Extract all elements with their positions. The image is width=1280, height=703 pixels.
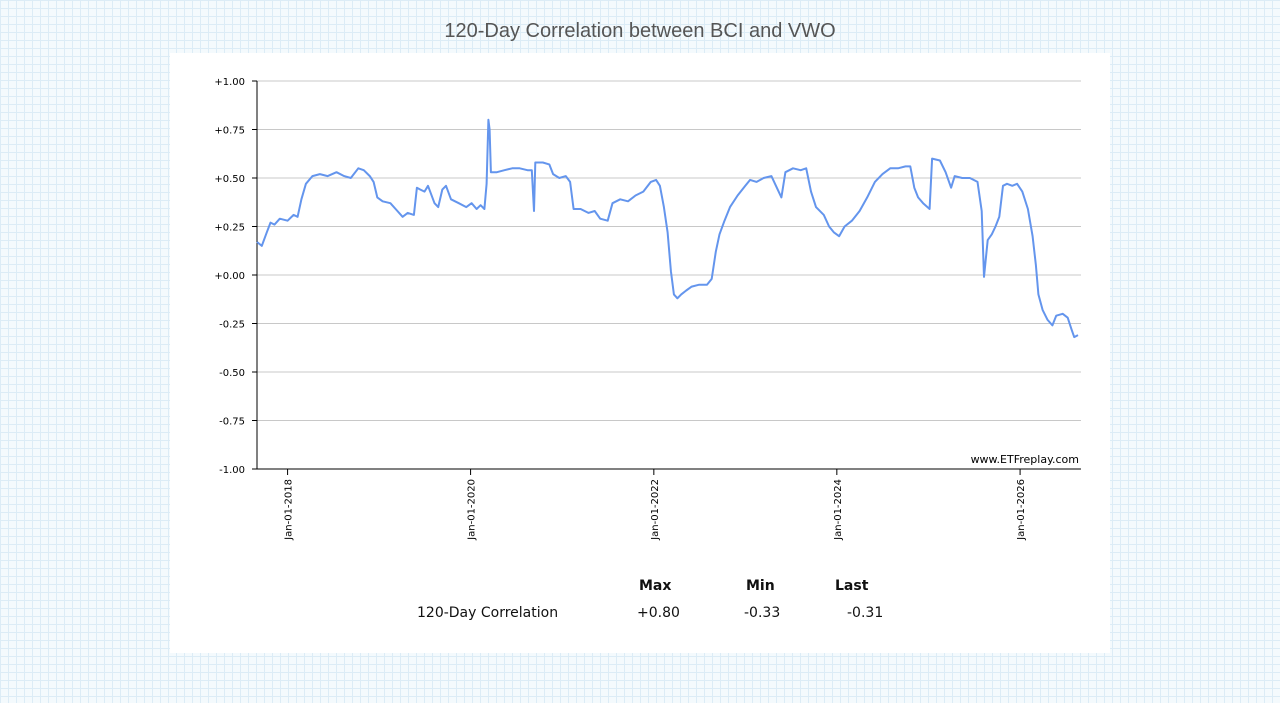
y-tick-label: -1.00 [219, 465, 245, 476]
y-tick-label: +0.00 [214, 271, 245, 282]
x-tick-label: Jan-01-2022 [650, 479, 661, 541]
y-tick-label: -0.50 [219, 368, 245, 379]
y-tick-label: +1.00 [214, 77, 245, 88]
x-tick-label: Jan-01-2024 [833, 479, 844, 541]
x-tick-label: Jan-01-2018 [284, 479, 295, 541]
x-tick-label: Jan-01-2026 [1016, 479, 1027, 541]
y-tick-label: -0.25 [219, 320, 245, 331]
series-line [256, 118, 1079, 339]
chart-panel [170, 53, 1110, 653]
y-tick-label: +0.25 [214, 223, 245, 234]
y-tick-label: +0.75 [214, 126, 245, 137]
x-tick-label: Jan-01-2020 [467, 479, 478, 541]
chart-title: 120-Day Correlation between BCI and VWO [444, 20, 836, 42]
y-tick-label: -0.75 [219, 417, 245, 428]
y-tick-label: +0.50 [214, 174, 245, 185]
watermark: www.ETFreplay.com [971, 453, 1079, 466]
